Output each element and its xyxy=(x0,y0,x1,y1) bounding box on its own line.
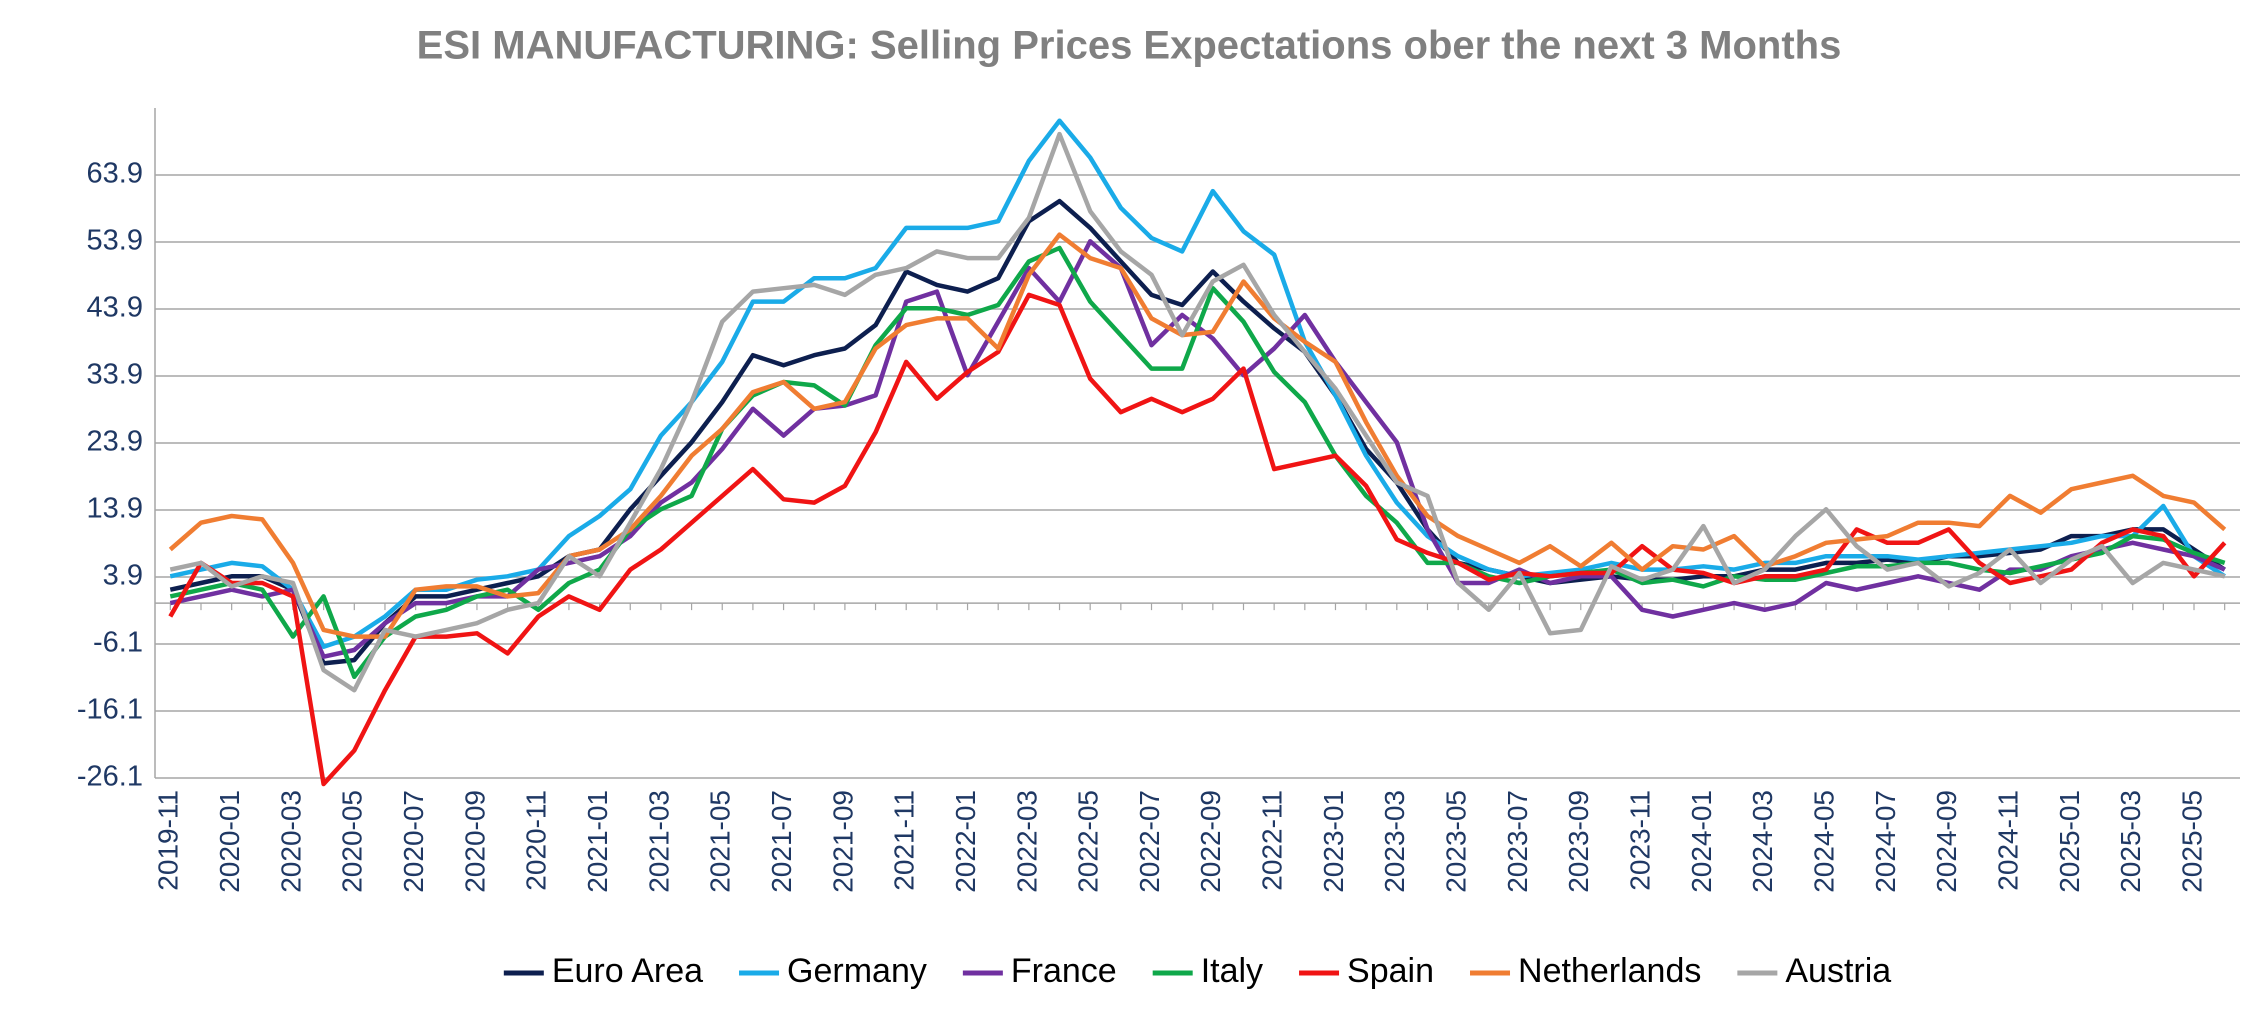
x-tick-label: 2022-05 xyxy=(1073,790,1104,893)
x-tick-label: 2019-11 xyxy=(153,790,184,891)
x-tick-label: 2024-09 xyxy=(1931,790,1962,893)
y-tick-label: 53.9 xyxy=(87,225,143,257)
x-tick-label: 2022-09 xyxy=(1195,790,1226,893)
legend-label: Germany xyxy=(787,952,927,990)
x-tick-label: 2022-03 xyxy=(1011,790,1042,893)
y-tick-label: -6.1 xyxy=(93,627,143,659)
x-tick-label: 2020-01 xyxy=(214,790,245,893)
x-tick-label: 2023-09 xyxy=(1563,790,1594,893)
x-tick-label: 2021-01 xyxy=(582,790,613,893)
x-tick-label: 2024-05 xyxy=(1808,790,1839,893)
x-tick-label: 2023-11 xyxy=(1624,790,1655,891)
y-tick-label: -26.1 xyxy=(77,761,143,793)
x-tick-label: 2021-07 xyxy=(766,790,797,893)
x-tick-label: 2020-11 xyxy=(521,790,552,891)
x-tick-label: 2022-11 xyxy=(1257,790,1288,891)
legend-label: Austria xyxy=(1785,952,1891,990)
y-tick-label: 43.9 xyxy=(87,292,143,324)
x-tick-label: 2024-03 xyxy=(1747,790,1778,893)
x-tick-label: 2023-03 xyxy=(1379,790,1410,893)
y-tick-label: -16.1 xyxy=(77,694,143,726)
x-tick-label: 2025-03 xyxy=(2115,790,2146,893)
series-line xyxy=(168,232,2227,639)
series-line xyxy=(169,198,2226,666)
x-tick-label: 2023-05 xyxy=(1441,790,1472,893)
x-tick-label: 2023-01 xyxy=(1318,790,1349,893)
x-tick-label: 2020-09 xyxy=(459,790,490,893)
legend-label: Italy xyxy=(1201,952,1263,990)
x-tick-label: 2021-03 xyxy=(643,790,674,893)
y-tick-label: 13.9 xyxy=(87,493,143,525)
x-tick-label: 2025-01 xyxy=(2054,790,2085,893)
y-tick-label: 23.9 xyxy=(87,426,143,458)
series-line xyxy=(169,118,2226,649)
legend-label: Euro Area xyxy=(552,952,703,990)
x-tick-label: 2022-07 xyxy=(1134,790,1165,893)
legend-label: France xyxy=(1011,952,1117,990)
x-tick-label: 2024-11 xyxy=(1992,790,2023,891)
x-tick-label: 2021-05 xyxy=(705,790,736,893)
y-tick-label: 33.9 xyxy=(87,359,143,391)
x-tick-label: 2020-03 xyxy=(275,790,306,893)
x-tick-label: 2025-05 xyxy=(2176,790,2207,893)
chart-title: ESI MANUFACTURING: Selling Prices Expect… xyxy=(417,24,1842,68)
x-tick-label: 2022-01 xyxy=(950,790,981,893)
x-tick-label: 2023-07 xyxy=(1502,790,1533,893)
x-tick-label: 2021-09 xyxy=(827,790,858,893)
x-tick-label: 2024-07 xyxy=(1870,790,1901,893)
x-tick-label: 2020-05 xyxy=(337,790,368,893)
legend-label: Spain xyxy=(1347,952,1434,990)
x-tick-label: 2020-07 xyxy=(398,790,429,893)
legend-label: Netherlands xyxy=(1518,952,1701,990)
y-tick-label: 63.9 xyxy=(87,158,143,190)
y-tick-label: 3.9 xyxy=(103,560,143,592)
x-tick-label: 2024-01 xyxy=(1686,790,1717,893)
series-line xyxy=(169,131,2226,693)
x-tick-label: 2021-11 xyxy=(889,790,920,891)
series-line xyxy=(168,292,2227,787)
